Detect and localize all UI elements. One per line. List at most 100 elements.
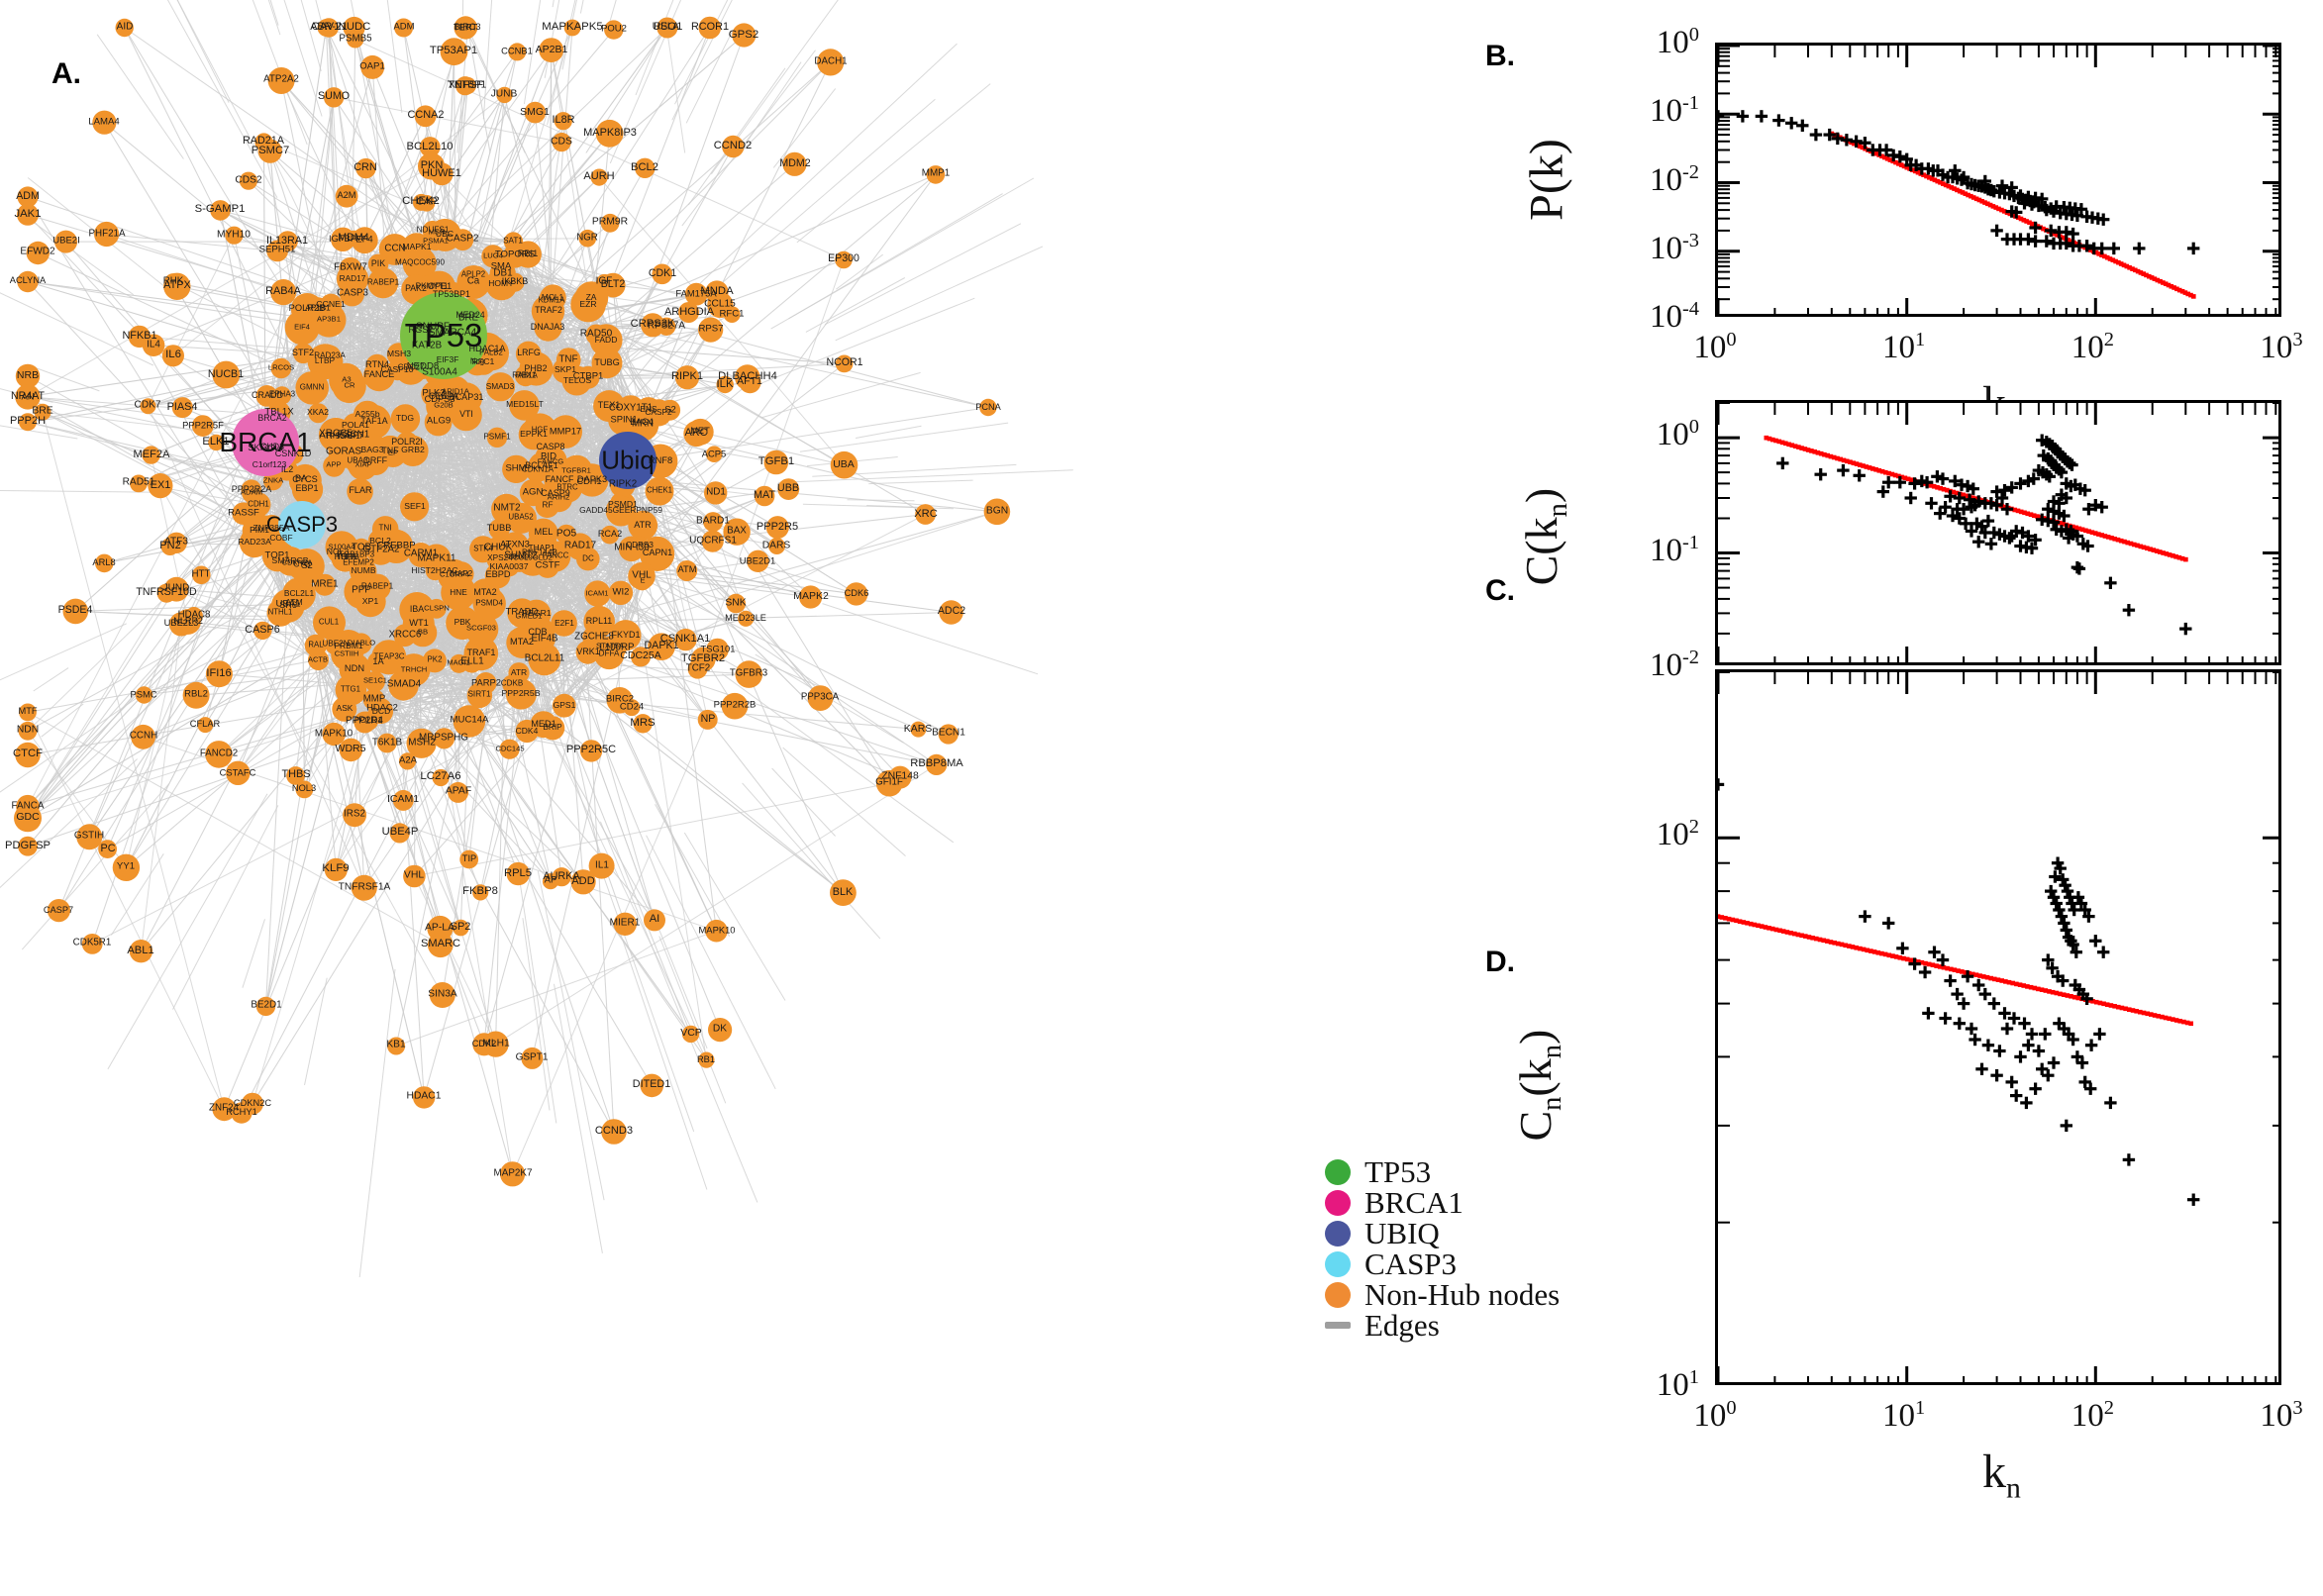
network-node[interactable] <box>360 55 384 79</box>
network-node[interactable] <box>735 364 760 390</box>
network-node[interactable] <box>678 302 699 323</box>
network-node[interactable] <box>486 268 518 300</box>
network-node[interactable] <box>644 909 665 931</box>
network-node[interactable] <box>939 724 959 744</box>
network-node[interactable] <box>509 390 540 421</box>
network-node[interactable] <box>197 717 213 733</box>
network-node[interactable] <box>652 264 672 285</box>
network-node[interactable] <box>323 723 346 746</box>
network-node[interactable] <box>453 920 469 937</box>
network-node[interactable] <box>258 140 282 163</box>
network-node[interactable] <box>641 313 664 337</box>
network-node[interactable] <box>415 105 437 127</box>
network-node[interactable] <box>226 761 250 785</box>
network-node[interactable] <box>172 397 193 418</box>
network-node[interactable] <box>347 478 373 505</box>
network-node[interactable] <box>455 76 474 95</box>
network-node[interactable] <box>634 714 653 733</box>
network-node[interactable] <box>292 474 323 505</box>
network-node[interactable] <box>130 940 152 962</box>
network-node[interactable] <box>18 186 39 207</box>
network-node[interactable] <box>54 231 77 253</box>
network-node[interactable] <box>499 740 519 759</box>
network-node[interactable] <box>325 858 348 881</box>
network-node[interactable] <box>723 519 750 546</box>
network-node[interactable] <box>704 481 727 504</box>
network-node[interactable] <box>163 273 190 300</box>
network-node[interactable] <box>19 704 37 722</box>
network-node[interactable] <box>926 754 947 775</box>
network-node[interactable] <box>95 554 114 573</box>
network-node[interactable] <box>601 526 620 545</box>
network-node[interactable] <box>519 419 550 449</box>
network-node[interactable] <box>356 405 391 440</box>
network-node[interactable] <box>94 222 119 247</box>
network-node[interactable] <box>984 499 1011 526</box>
network-node[interactable] <box>413 1086 435 1108</box>
network-node[interactable] <box>277 231 298 251</box>
network-node[interactable] <box>508 662 529 683</box>
network-node[interactable] <box>607 687 634 714</box>
network-node[interactable] <box>606 496 637 527</box>
network-node[interactable] <box>355 158 375 178</box>
network-node[interactable] <box>601 1119 627 1145</box>
network-node[interactable] <box>543 873 558 889</box>
network-node[interactable] <box>927 165 946 184</box>
network-node[interactable] <box>589 853 615 879</box>
network-node[interactable] <box>579 230 597 248</box>
network-node[interactable] <box>593 390 625 422</box>
network-node[interactable] <box>336 185 358 208</box>
network-node[interactable] <box>486 372 515 401</box>
network-node[interactable] <box>698 1052 714 1068</box>
network-node[interactable] <box>63 599 89 625</box>
network-node[interactable] <box>648 633 675 660</box>
network-node[interactable] <box>706 446 723 462</box>
network-node[interactable] <box>580 740 602 761</box>
network-node[interactable] <box>521 1047 543 1069</box>
network-node[interactable] <box>506 627 538 658</box>
network-node[interactable] <box>808 685 834 711</box>
network-node[interactable] <box>564 20 581 37</box>
network-node[interactable] <box>312 303 347 338</box>
network-node[interactable] <box>225 227 243 245</box>
network-node[interactable] <box>352 227 378 253</box>
network-node[interactable] <box>18 837 38 856</box>
network-node[interactable] <box>507 598 537 628</box>
network-node[interactable] <box>308 403 328 423</box>
network-node[interactable] <box>19 722 38 741</box>
network-node[interactable] <box>469 536 496 562</box>
network-node[interactable] <box>836 355 854 373</box>
network-node[interactable] <box>676 560 697 581</box>
network-node[interactable] <box>454 16 477 39</box>
network-node[interactable] <box>136 686 152 703</box>
network-node[interactable] <box>446 606 479 640</box>
network-node[interactable] <box>142 446 159 463</box>
network-node[interactable] <box>698 318 723 343</box>
network-node[interactable] <box>703 512 723 532</box>
network-node[interactable] <box>502 455 530 483</box>
network-node[interactable] <box>835 251 853 269</box>
network-node[interactable] <box>539 38 563 62</box>
network-node[interactable] <box>441 38 468 65</box>
network-node[interactable] <box>876 770 903 797</box>
network-node[interactable] <box>515 366 534 385</box>
network-node[interactable] <box>553 694 576 718</box>
network-node[interactable] <box>570 287 606 323</box>
network-node[interactable] <box>48 899 70 922</box>
network-node[interactable] <box>387 1038 405 1055</box>
network-node[interactable] <box>377 734 397 753</box>
network-node[interactable] <box>586 325 607 346</box>
network-node[interactable] <box>702 531 724 552</box>
network-node[interactable] <box>19 413 37 431</box>
network-node[interactable] <box>434 728 454 748</box>
network-node[interactable] <box>192 566 211 585</box>
network-node[interactable] <box>295 371 329 405</box>
network-node[interactable] <box>210 200 231 221</box>
network-node[interactable] <box>343 803 366 827</box>
network-node[interactable] <box>601 214 620 233</box>
network-node[interactable] <box>628 562 656 590</box>
network-node[interactable] <box>736 660 763 688</box>
network-node[interactable] <box>318 19 336 37</box>
network-node[interactable] <box>596 120 624 148</box>
network-node[interactable] <box>270 279 296 305</box>
